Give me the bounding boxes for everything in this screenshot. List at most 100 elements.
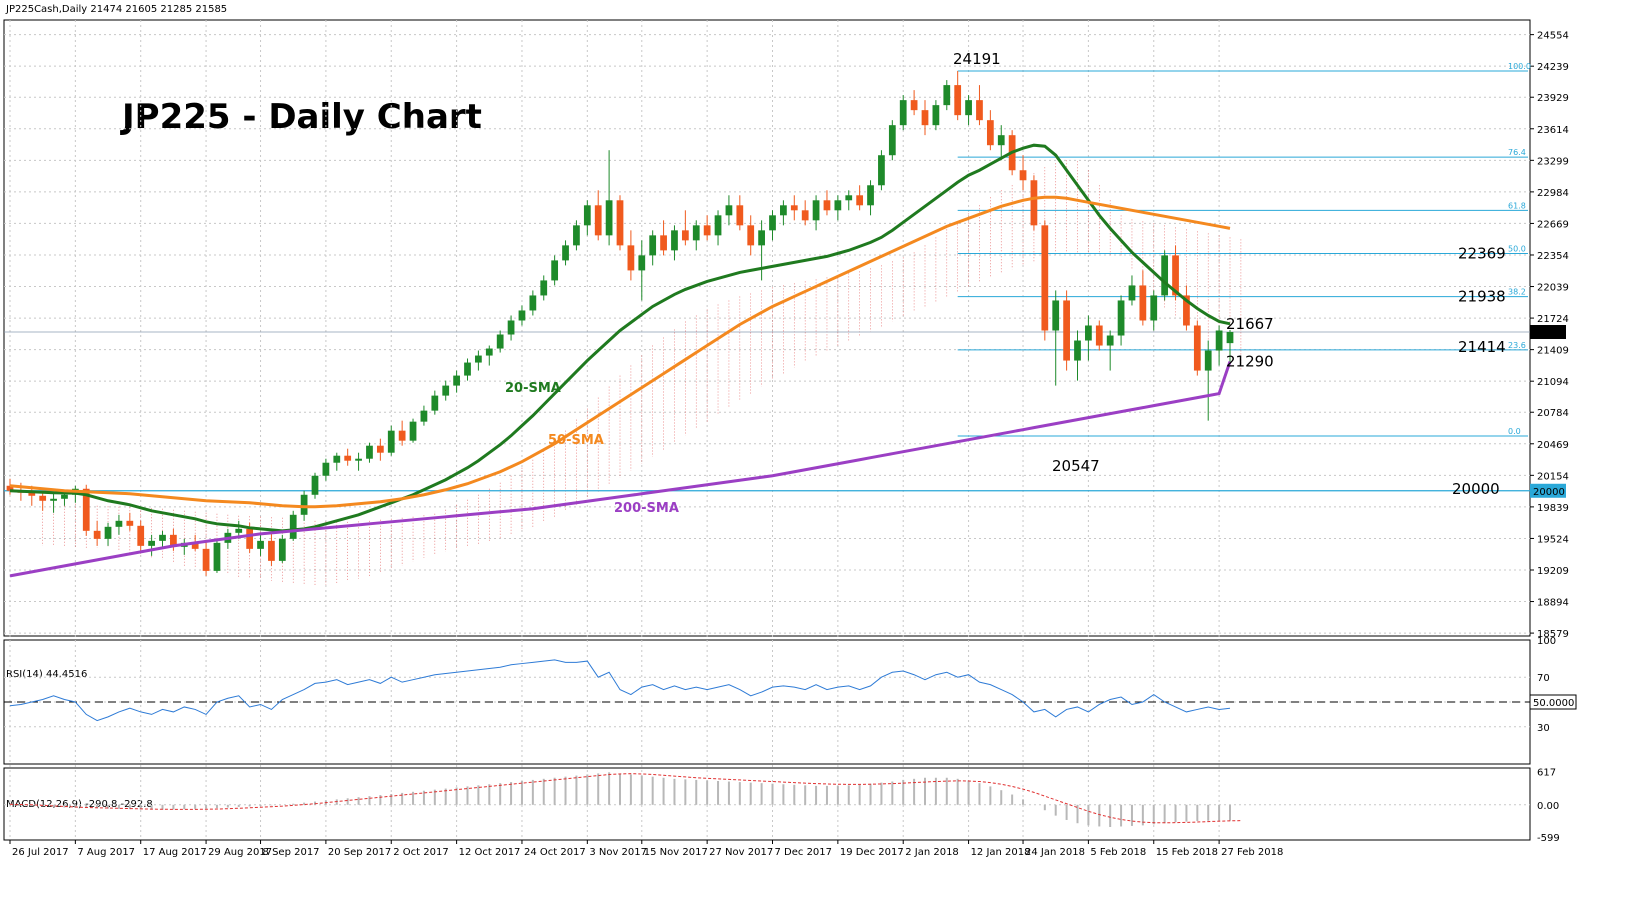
x-tick-label: 29 Aug 2017	[208, 847, 272, 858]
candle-body-up	[148, 540, 155, 546]
x-tick-label: 19 Dec 2017	[840, 847, 904, 858]
price-tick-label: 23299	[1537, 156, 1569, 167]
candle-body-down	[954, 85, 962, 116]
candle-body-down	[137, 525, 145, 546]
candle-body-down	[627, 245, 635, 271]
sma-label: 20-SMA	[505, 381, 561, 396]
series-line	[9, 195, 1231, 509]
candle-body-down	[921, 110, 929, 126]
fib-level-label: 23.6	[1508, 341, 1526, 350]
candle-body-up	[115, 520, 123, 527]
rsi-ref-label: 50.0000	[1533, 698, 1574, 709]
price-tick-label: 21409	[1537, 346, 1569, 357]
candle-body-down	[376, 445, 384, 453]
candle-body-down	[246, 528, 254, 549]
candle-body-up	[409, 421, 417, 441]
candle-body-up	[431, 395, 439, 411]
candle-body-up	[932, 105, 940, 126]
candle-body-up	[235, 528, 243, 533]
price-annotation: 21414	[1458, 338, 1506, 356]
rsi-label: RSI(14) 44.4516	[6, 669, 87, 680]
symbol-header: JP225Cash,Daily 21474 21605 21285 21585	[5, 4, 227, 15]
candle-body-up	[1052, 300, 1060, 331]
candle-body-up	[714, 215, 722, 236]
candle-body-down	[856, 195, 864, 206]
candle-body-up	[442, 385, 450, 396]
candle-body-up	[311, 475, 319, 495]
candle-body-up	[1150, 295, 1158, 321]
price-tick-label: 19524	[1537, 534, 1569, 545]
candle-body-down	[986, 120, 994, 146]
fib-level-label: 0.0	[1508, 427, 1521, 436]
fib-level-label: 61.8	[1508, 201, 1526, 210]
candle-body-up	[671, 230, 678, 251]
candle-body-down	[126, 520, 134, 526]
candle-body-down	[1063, 300, 1070, 361]
price-tick-label: 22039	[1537, 283, 1569, 294]
candle-body-down	[681, 230, 689, 241]
candle-body-up	[453, 375, 460, 386]
candle-body-up	[420, 410, 428, 422]
candle-body-up	[50, 498, 57, 501]
rsi-tick-label: 100	[1537, 636, 1556, 647]
candle-body-down	[703, 225, 711, 236]
price-tick-label: 19839	[1537, 503, 1569, 514]
fib-level-label: 50.0	[1508, 244, 1526, 253]
current-price-box	[1530, 325, 1566, 340]
candle-body-up	[899, 100, 907, 126]
x-tick-label: 7 Dec 2017	[775, 847, 833, 858]
candle-body-down	[398, 430, 406, 441]
x-tick-label: 7 Aug 2017	[77, 847, 135, 858]
candle-body-up	[725, 205, 733, 216]
candle-body-down	[910, 100, 918, 111]
candle-body-down	[823, 200, 831, 211]
candle-body-up	[692, 225, 700, 241]
candle-body-down	[1193, 325, 1201, 371]
x-tick-label: 8 Sep 2017	[263, 847, 320, 858]
x-tick-label: 2 Oct 2017	[393, 847, 448, 858]
candle-body-up	[529, 295, 537, 311]
candle-body-down	[594, 205, 602, 236]
chart-title: JP225 - Daily Chart	[120, 97, 482, 137]
candle-body-down	[736, 205, 744, 226]
candle-body-down	[790, 205, 798, 211]
candle-body-down	[28, 492, 36, 496]
candle-body-down	[39, 495, 47, 501]
price-tick-label: 18579	[1537, 629, 1569, 640]
series-line	[9, 361, 1232, 578]
price-tick-label: 22354	[1537, 251, 1569, 262]
candle-body-up	[289, 514, 297, 539]
macd-tick-label: -599	[1537, 833, 1560, 844]
price-tick-label: 21094	[1537, 377, 1569, 388]
price-annotation: 20000	[1452, 480, 1500, 498]
candle-body-down	[6, 485, 14, 491]
candle-body-down	[191, 542, 199, 549]
x-tick-label: 24 Jan 2018	[1025, 847, 1085, 858]
candle-body-up	[278, 538, 286, 561]
x-tick-label: 5 Feb 2018	[1090, 847, 1146, 858]
candle-body-up	[769, 215, 776, 231]
x-tick-label: 24 Oct 2017	[524, 847, 586, 858]
candle-body-up	[1117, 300, 1125, 336]
x-tick-label: 12 Jan 2018	[971, 847, 1031, 858]
x-tick-label: 15 Nov 2017	[644, 847, 708, 858]
x-tick-label: 3 Nov 2017	[589, 847, 647, 858]
fib-level-label: 76.4	[1508, 148, 1526, 157]
price-annotation: 22369	[1458, 244, 1506, 262]
candle-body-up	[834, 200, 842, 211]
price-tick-label: 20469	[1537, 440, 1569, 451]
candle-body-up	[213, 542, 221, 571]
candle-body-down	[1183, 295, 1190, 326]
rsi-tick-label: 30	[1537, 723, 1550, 734]
candle-body-up	[943, 85, 951, 106]
price-tick-label: 22984	[1537, 188, 1569, 199]
candle-body-down	[93, 530, 101, 539]
price-annotation: 24191	[953, 50, 1001, 68]
price-annotation: 20547	[1052, 457, 1100, 475]
candle-body-down	[1095, 325, 1103, 346]
candle-body-up	[758, 230, 765, 246]
candle-body-down	[82, 488, 90, 531]
candle-body-up	[997, 135, 1005, 146]
